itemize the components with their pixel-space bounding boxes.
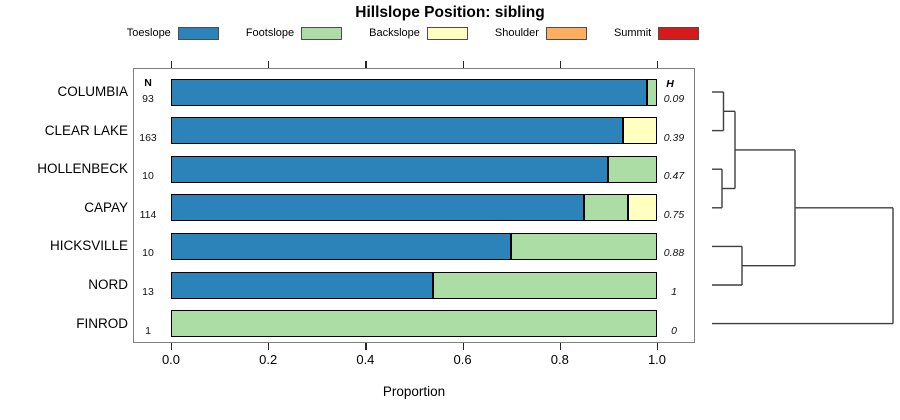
bar-segment-toeslope <box>171 78 648 106</box>
bar-segment-toeslope <box>171 271 434 299</box>
bar-segment-footslope <box>433 271 657 299</box>
top-axis-tick <box>171 61 173 68</box>
bar-segment-toeslope <box>171 155 609 183</box>
n-value: 163 <box>139 131 157 144</box>
legend-item-backslope: Backslope <box>369 26 468 40</box>
stacked-bar-finrod <box>171 310 657 338</box>
n-column-header: N <box>144 77 152 89</box>
bar-segment-toeslope <box>171 117 623 145</box>
bar-segment-footslope <box>171 310 657 338</box>
category-label-hollenbeck: HOLLENBECK <box>37 161 128 177</box>
legend-item-summit: Summit <box>613 26 700 40</box>
top-axis-tick <box>462 61 464 68</box>
legend-label: Toeslope <box>126 27 171 39</box>
stacked-bar-columbia <box>171 78 657 106</box>
bottom-axis-tick <box>365 343 367 350</box>
bar-segment-footslope <box>584 194 628 222</box>
legend-swatch-backslope <box>426 26 468 40</box>
n-value: 93 <box>142 93 154 105</box>
bar-segment-toeslope <box>171 232 512 260</box>
x-tick-label: 0.2 <box>259 352 278 367</box>
x-tick-label: 0.0 <box>161 352 181 367</box>
x-axis-title: Proportion <box>382 384 446 399</box>
category-label-hicksville: HICKSVILLE <box>49 238 128 254</box>
chart-title: Hillslope Position: sibling <box>355 4 545 21</box>
stacked-bar-hicksville <box>171 232 657 260</box>
x-tick-label: 0.8 <box>550 352 569 367</box>
bar-segment-backslope <box>622 117 657 145</box>
stacked-bar-hollenbeck <box>171 155 657 183</box>
top-axis-tick <box>559 61 562 68</box>
legend-item-footslope: Footslope <box>245 26 343 40</box>
bar-segment-footslope <box>608 155 657 183</box>
n-value: 10 <box>142 170 154 183</box>
bar-segment-toeslope <box>171 194 585 222</box>
legend-label: Summit <box>613 27 652 39</box>
legend-label: Footslope <box>245 27 295 39</box>
legend-item-toeslope: Toeslope <box>126 26 219 40</box>
bottom-axis-tick <box>657 343 659 350</box>
n-value: 1 <box>145 324 151 337</box>
category-label-clear-lake: CLEAR LAKE <box>44 122 128 138</box>
legend: Toeslope Footslope Backslope Shoulder Summit <box>0 25 826 41</box>
bottom-axis-tick <box>268 343 270 350</box>
x-tick-label: 0.4 <box>356 352 375 367</box>
bar-segment-footslope <box>511 232 657 260</box>
stacked-bar-nord <box>171 271 657 299</box>
h-value: 1 <box>671 286 677 298</box>
category-label-finrod: FINROD <box>76 315 128 331</box>
category-label-nord: NORD <box>88 277 128 292</box>
h-value: 0.75 <box>663 208 685 221</box>
top-axis-tick <box>268 61 270 68</box>
top-axis-tick <box>657 61 659 68</box>
stacked-bar-clear-lake <box>171 117 657 145</box>
bar-segment-footslope <box>647 78 657 106</box>
h-value: 0 <box>671 324 677 337</box>
h-value: 0.09 <box>663 93 685 105</box>
bottom-axis-tick <box>171 343 173 350</box>
legend-swatch-shoulder <box>545 26 587 40</box>
n-value: 10 <box>142 247 154 260</box>
n-value: 13 <box>142 286 154 298</box>
legend-swatch-summit <box>658 26 700 40</box>
h-column-header: H <box>666 78 674 90</box>
h-value: 0.47 <box>663 170 685 183</box>
h-value: 0.88 <box>663 247 685 260</box>
n-value: 114 <box>139 208 157 221</box>
bottom-axis-tick <box>462 343 464 350</box>
top-axis-tick <box>365 61 367 68</box>
legend-item-shoulder: Shoulder <box>494 26 587 40</box>
h-value: 0.39 <box>663 131 685 144</box>
legend-swatch-toeslope <box>177 26 219 40</box>
stacked-bar-capay <box>171 194 657 222</box>
x-tick-label: 0.6 <box>453 352 472 367</box>
category-label-capay: CAPAY <box>84 199 128 215</box>
legend-label: Backslope <box>369 27 420 39</box>
legend-label: Shoulder <box>494 27 539 39</box>
bottom-axis-tick <box>559 343 562 350</box>
x-tick-label: 1.0 <box>647 352 667 367</box>
legend-swatch-footslope <box>301 26 343 40</box>
bar-segment-backslope <box>627 194 657 222</box>
category-label-columbia: COLUMBIA <box>57 84 128 99</box>
